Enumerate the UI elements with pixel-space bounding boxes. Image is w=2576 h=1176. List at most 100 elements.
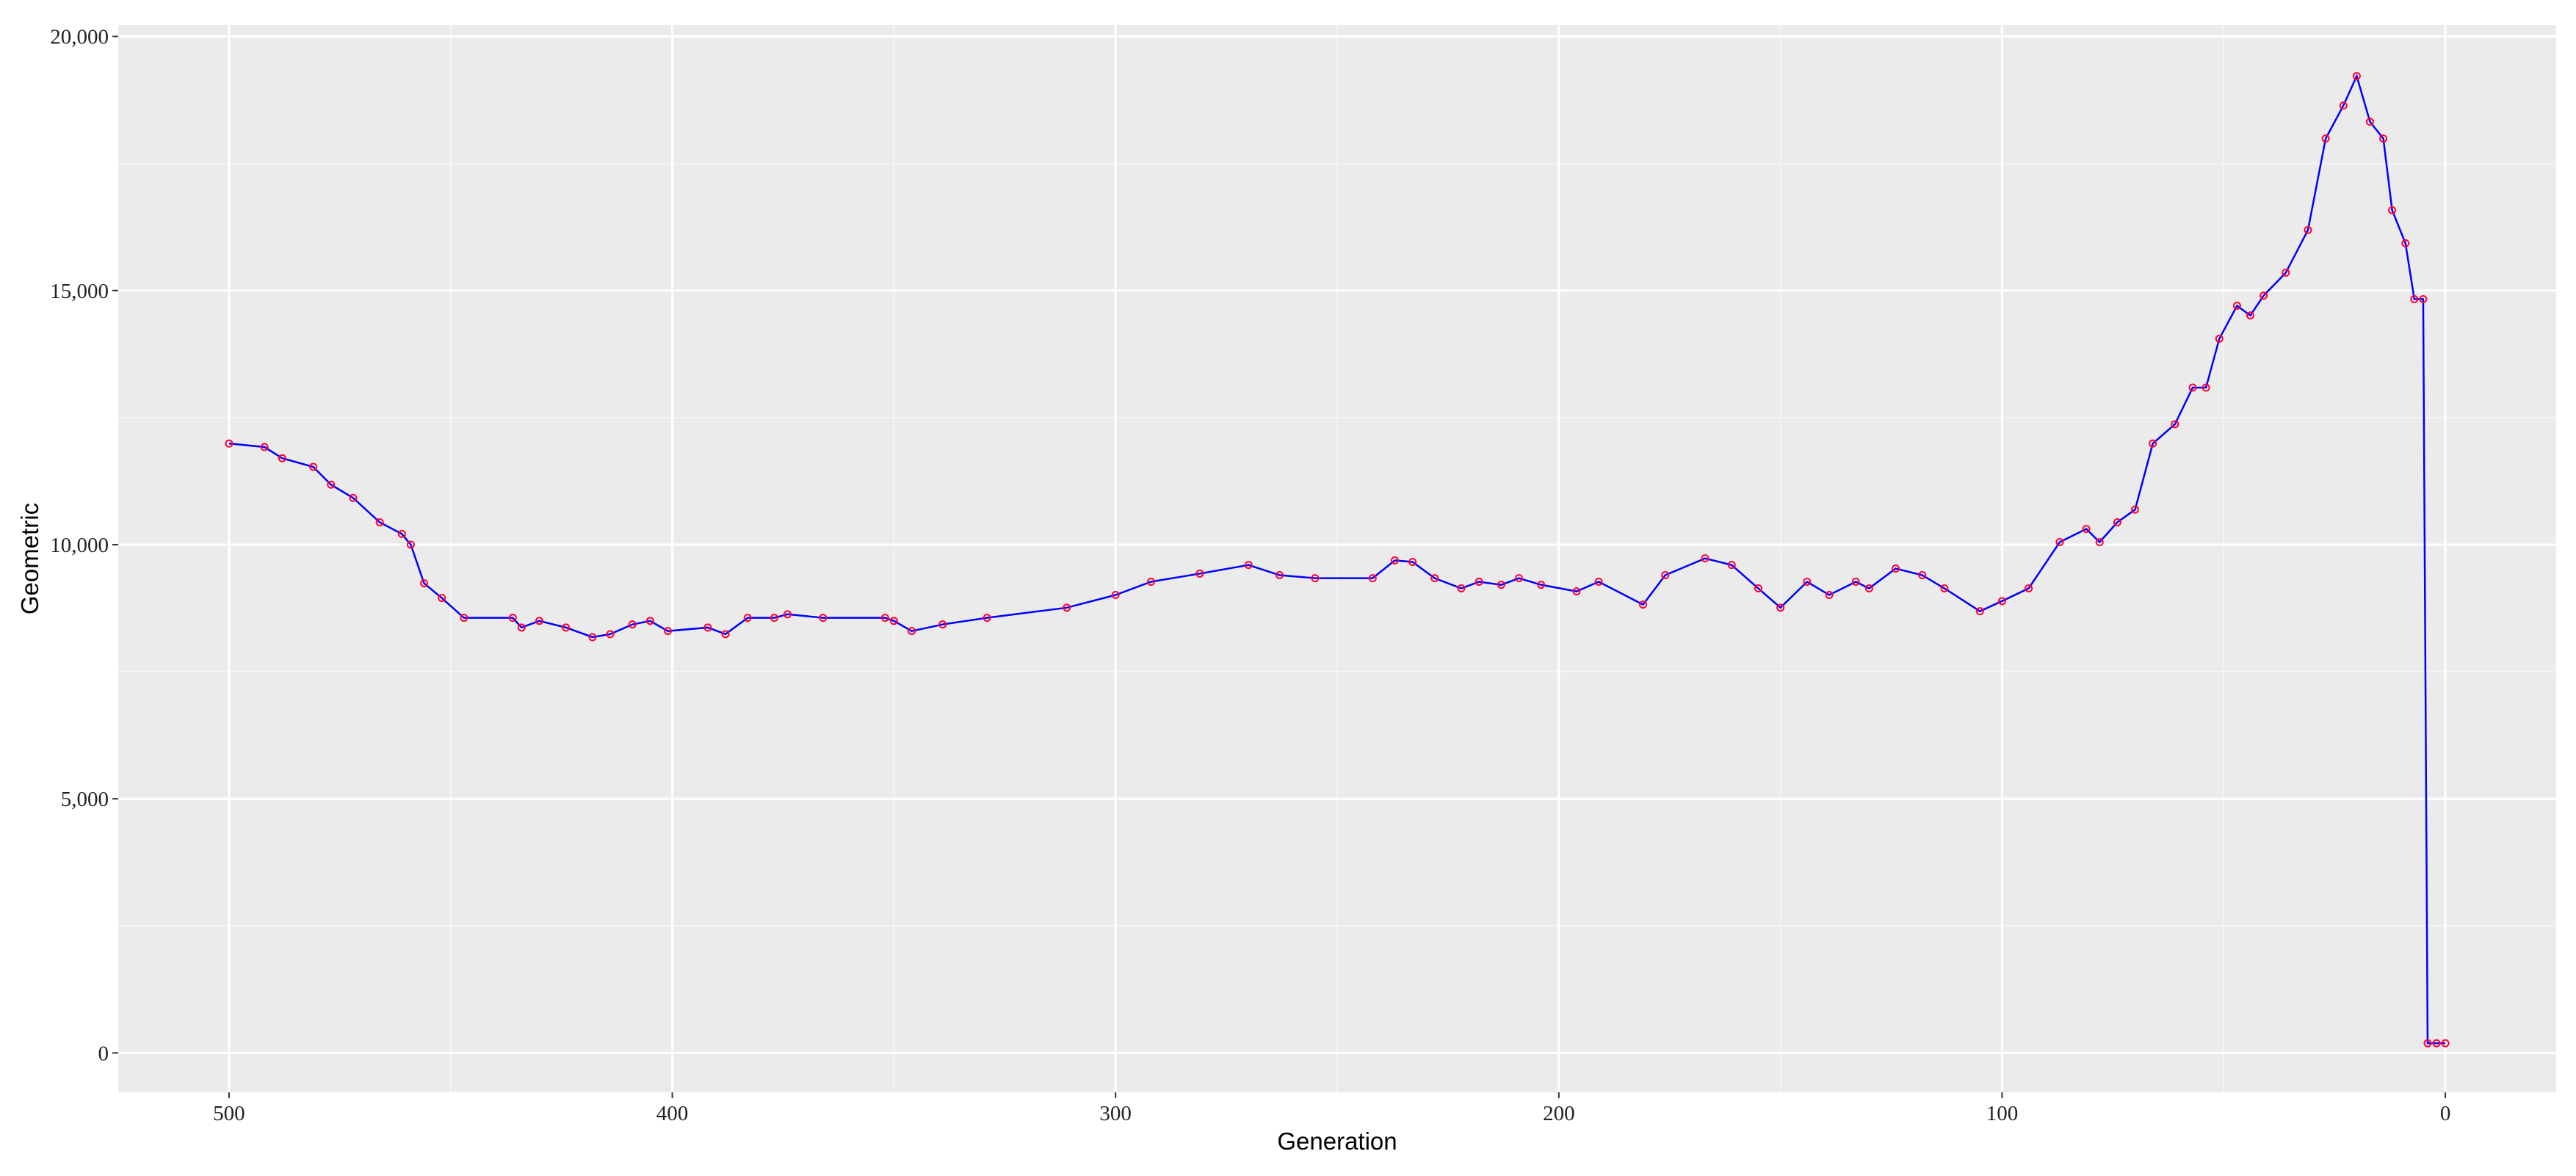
y-tick-label: 10,000 bbox=[50, 534, 109, 557]
point bbox=[2149, 439, 2157, 448]
point bbox=[606, 630, 615, 639]
point bbox=[2401, 239, 2410, 247]
x-tick-label: 100 bbox=[1986, 1102, 2019, 1125]
point bbox=[1063, 603, 1071, 612]
point bbox=[1940, 584, 1949, 593]
point bbox=[1497, 581, 1505, 589]
point bbox=[278, 454, 286, 462]
point bbox=[1892, 565, 1900, 573]
point bbox=[2352, 72, 2361, 81]
point bbox=[2304, 225, 2312, 234]
point bbox=[2215, 335, 2224, 344]
point bbox=[2388, 206, 2397, 214]
x-tick-label: 200 bbox=[1543, 1102, 1575, 1125]
point bbox=[1851, 578, 1860, 587]
point bbox=[1864, 584, 1873, 593]
point bbox=[2201, 383, 2210, 392]
point bbox=[770, 614, 778, 623]
point bbox=[2082, 524, 2091, 533]
grid bbox=[118, 25, 2556, 1092]
point bbox=[508, 614, 517, 623]
point bbox=[889, 617, 898, 625]
point bbox=[1514, 574, 1523, 583]
point bbox=[2113, 518, 2121, 526]
point bbox=[2419, 295, 2428, 304]
point bbox=[2095, 537, 2104, 546]
point bbox=[1537, 581, 1546, 589]
point bbox=[375, 518, 384, 526]
x-tick-label: 0 bbox=[2440, 1102, 2451, 1125]
point bbox=[406, 540, 415, 549]
point bbox=[2423, 1039, 2432, 1048]
point bbox=[1803, 578, 1812, 587]
marks bbox=[225, 72, 2450, 1048]
point bbox=[819, 614, 828, 623]
point bbox=[1457, 584, 1466, 593]
point bbox=[628, 620, 637, 629]
point bbox=[225, 439, 234, 448]
point bbox=[2055, 537, 2064, 546]
point bbox=[743, 614, 752, 623]
point bbox=[1661, 571, 1670, 580]
point bbox=[1997, 597, 2006, 606]
point bbox=[2131, 505, 2140, 514]
point bbox=[983, 614, 991, 623]
point bbox=[2232, 302, 2241, 311]
point bbox=[1918, 571, 1927, 580]
point bbox=[1572, 587, 1581, 596]
point bbox=[1825, 591, 1834, 600]
point bbox=[1975, 607, 1984, 616]
point bbox=[2171, 420, 2179, 429]
point bbox=[938, 620, 947, 629]
y-tick-label: 0 bbox=[98, 1042, 109, 1065]
point bbox=[1727, 561, 1736, 570]
point bbox=[1311, 574, 1320, 583]
point bbox=[2365, 117, 2374, 126]
point bbox=[880, 614, 889, 623]
point bbox=[2260, 291, 2268, 300]
point bbox=[1594, 578, 1603, 587]
line bbox=[228, 73, 2446, 1045]
point bbox=[2025, 584, 2033, 593]
point bbox=[1475, 578, 1483, 587]
point bbox=[2282, 269, 2290, 277]
point bbox=[1276, 571, 1284, 580]
point bbox=[1146, 578, 1155, 587]
point bbox=[420, 579, 429, 588]
point bbox=[535, 617, 543, 625]
point bbox=[1368, 574, 1377, 583]
point bbox=[2321, 134, 2330, 143]
point bbox=[2432, 1039, 2441, 1048]
point bbox=[1390, 556, 1399, 565]
point bbox=[2410, 295, 2419, 304]
point bbox=[1195, 569, 1204, 578]
point bbox=[1754, 584, 1762, 593]
point bbox=[1408, 558, 1417, 567]
point bbox=[438, 594, 446, 603]
point bbox=[397, 529, 406, 538]
point bbox=[1430, 574, 1439, 583]
point bbox=[783, 610, 792, 619]
point bbox=[664, 627, 673, 636]
y-axis-title: Geometric bbox=[16, 503, 43, 614]
point bbox=[327, 480, 336, 489]
x-tick-label: 300 bbox=[1099, 1102, 1132, 1125]
point bbox=[2246, 311, 2254, 320]
point bbox=[1639, 600, 1648, 609]
point bbox=[645, 617, 654, 625]
point bbox=[1776, 603, 1785, 612]
point bbox=[2339, 101, 2348, 110]
point bbox=[703, 623, 712, 632]
x-tick-label: 500 bbox=[213, 1102, 245, 1125]
point bbox=[260, 443, 269, 451]
point bbox=[460, 614, 468, 623]
point bbox=[2188, 383, 2197, 392]
point bbox=[1701, 554, 1710, 563]
y-tick-label: 15,000 bbox=[50, 280, 109, 303]
point bbox=[908, 627, 916, 636]
point bbox=[349, 493, 358, 502]
x-tick-label: 400 bbox=[656, 1102, 689, 1125]
y-tick-label: 5,000 bbox=[61, 788, 109, 811]
point bbox=[1244, 561, 1253, 570]
